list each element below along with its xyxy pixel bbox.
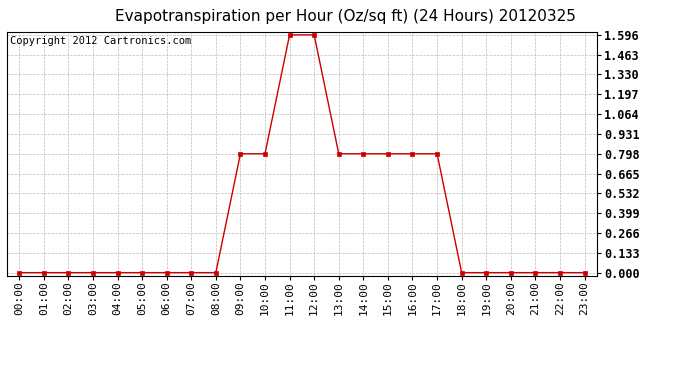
Text: Evapotranspiration per Hour (Oz/sq ft) (24 Hours) 20120325: Evapotranspiration per Hour (Oz/sq ft) (… — [115, 9, 575, 24]
Text: Copyright 2012 Cartronics.com: Copyright 2012 Cartronics.com — [10, 36, 191, 45]
